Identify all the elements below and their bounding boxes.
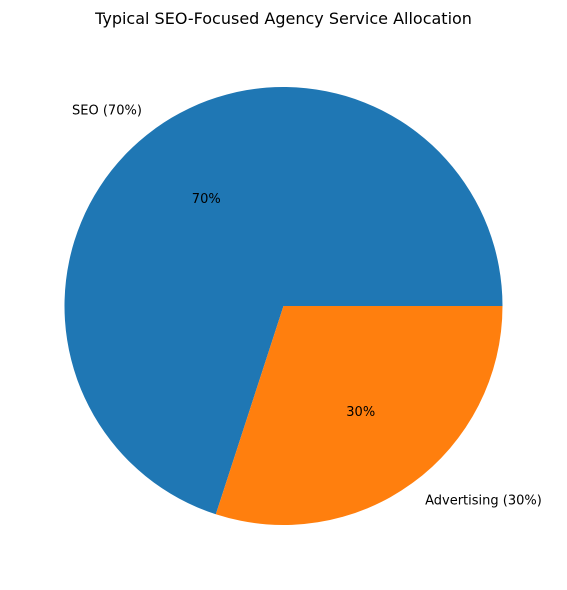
slice-label-1: Advertising (30%): [425, 493, 542, 508]
slice-pct-label-1: 30%: [346, 405, 375, 420]
slice-label-0: SEO (70%): [72, 104, 142, 119]
pie-slice-1: [215, 306, 503, 525]
slice-pct-label-0: 70%: [192, 192, 221, 207]
pie-slice-0: [64, 86, 503, 515]
pie-slices: [64, 86, 503, 525]
pie-labels: SEO (70%) 70% Advertising (30%) 30%: [72, 104, 542, 509]
chart-title: Typical SEO-Focused Agency Service Alloc…: [94, 9, 472, 28]
